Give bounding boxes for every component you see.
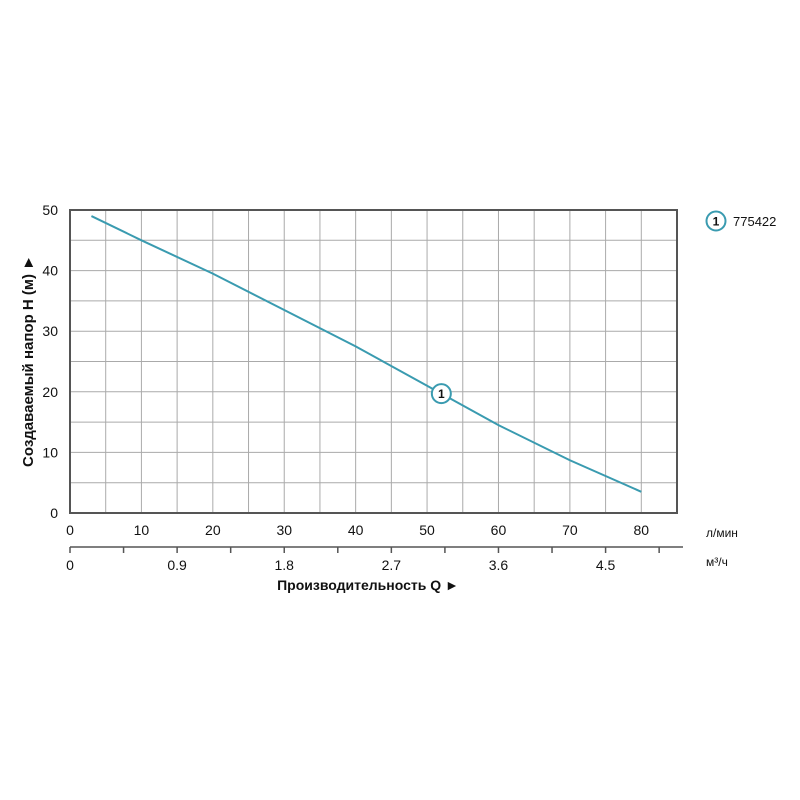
y-tick-label: 0 [50,505,58,521]
x-axis-title: Производительность Q ► [277,577,459,593]
x-tick-label: 60 [491,522,507,538]
y-axis-title: Создаваемый напор H (м) ► [20,255,37,467]
x2-tick-label: 0 [66,557,74,573]
x-unit-label: л/мин [706,526,738,540]
x2-tick-label: 2.7 [382,557,402,573]
y-tick-label: 20 [42,384,58,400]
x2-tick-label: 3.6 [489,557,509,573]
x-tick-label: 80 [634,522,650,538]
x-tick-label: 10 [134,522,150,538]
series-marker: 1 [430,383,452,405]
series-marker-label: 1 [438,387,445,401]
y-tick-label: 40 [42,263,58,279]
x-tick-label: 30 [276,522,292,538]
x-tick-label: 50 [419,522,435,538]
x2-tick-label: 0.9 [167,557,187,573]
x2-tick-label: 4.5 [596,557,616,573]
x2-tick-label: 1.8 [275,557,295,573]
x-tick-label: 0 [66,522,74,538]
x2-unit-label: м³/ч [706,555,728,569]
plot-frame [69,209,678,514]
legend-entry: 775422 [733,214,776,229]
series-curve-775422 [90,215,642,493]
x-tick-label: 70 [562,522,578,538]
x-tick-label: 20 [205,522,221,538]
x-tick-label: 40 [348,522,364,538]
y-tick-label: 30 [42,323,58,339]
legend-marker [705,210,727,232]
legend: 1 775422 [705,210,776,232]
y-tick-label: 10 [42,444,58,460]
legend-marker-label: 1 [713,215,720,229]
y-tick-label: 50 [42,202,58,218]
